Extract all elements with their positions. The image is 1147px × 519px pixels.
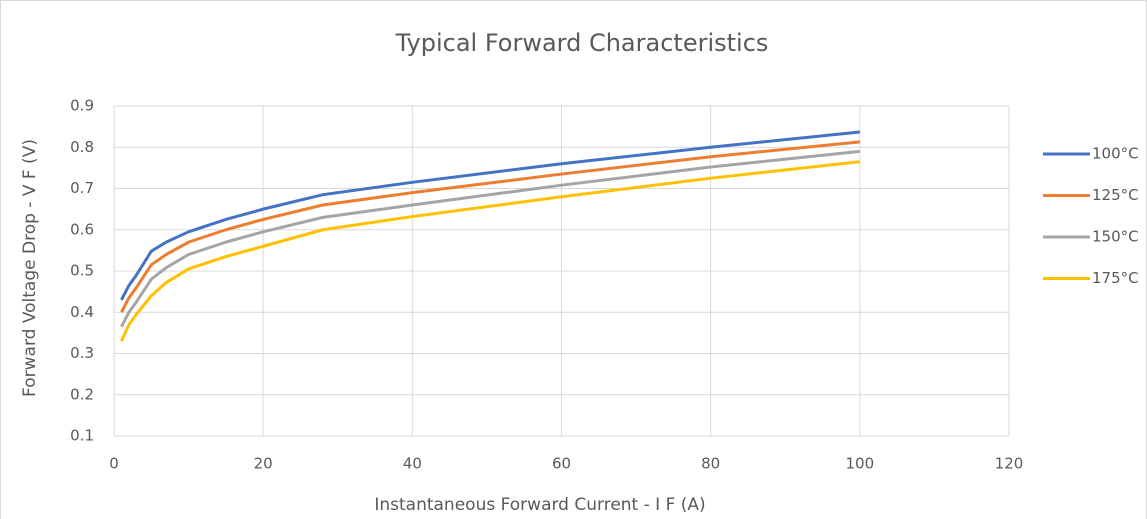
series-line [120, 130, 860, 301]
x-tick-label: 60 [552, 455, 571, 473]
x-tick-label: 120 [995, 455, 1024, 473]
chart-title: Typical Forward Characteristics [395, 29, 769, 57]
legend-label: 175°C [1092, 269, 1139, 287]
y-tick-label: 0.7 [70, 179, 94, 197]
legend-label: 125°C [1092, 186, 1139, 204]
y-tick-label: 0.6 [70, 220, 94, 238]
series-line [120, 140, 860, 313]
y-tick-label: 0.3 [70, 344, 94, 362]
y-tick-label: 0.5 [70, 262, 94, 280]
y-tick-label: 0.2 [70, 385, 94, 403]
y-tick-label: 0.4 [70, 303, 94, 321]
legend-label: 100°C [1092, 145, 1139, 163]
y-axis-label: Forward Voltage Drop - V F (V) [20, 139, 40, 397]
y-tick-label: 0.9 [70, 97, 94, 115]
x-axis-label: Instantaneous Forward Current - I F (A) [374, 495, 705, 515]
legend-label: 150°C [1092, 228, 1139, 246]
x-tick-label: 100 [846, 455, 875, 473]
series-line [120, 149, 860, 328]
x-tick-label: 20 [254, 455, 273, 473]
series-line [120, 160, 860, 342]
x-tick-label: 0 [109, 455, 119, 473]
y-tick-label: 0.8 [70, 138, 94, 156]
y-tick-label: 0.1 [70, 427, 94, 445]
x-tick-label: 40 [403, 455, 422, 473]
x-tick-label: 80 [701, 455, 720, 473]
